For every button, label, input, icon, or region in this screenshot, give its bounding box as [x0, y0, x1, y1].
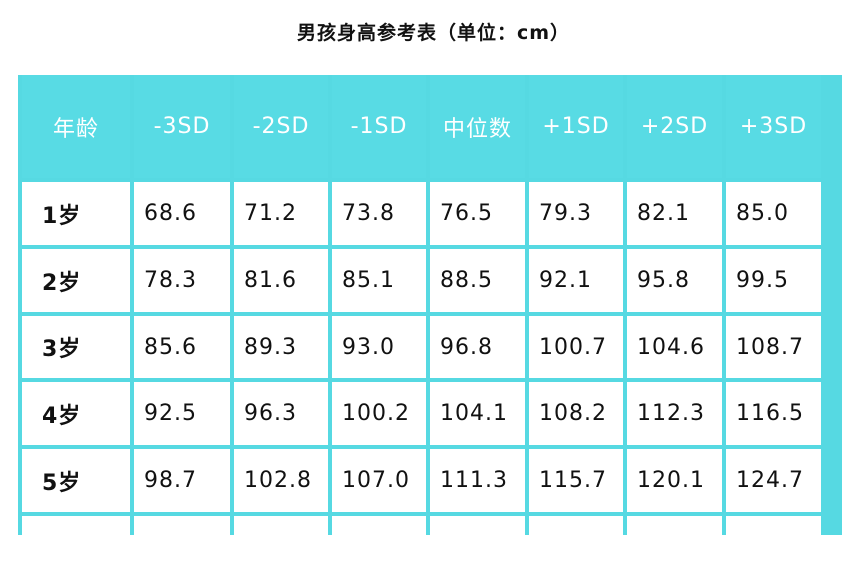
- value-cell: 81.6: [234, 249, 328, 312]
- value-cell: 95.8: [627, 249, 722, 312]
- value-cell: 93.0: [332, 316, 426, 378]
- value-cell: 115.7: [529, 449, 623, 512]
- cut-off-cell: [22, 516, 130, 579]
- value-cell: 96.3: [234, 382, 328, 445]
- column-header: 中位数: [430, 75, 525, 178]
- age-cell: 4岁: [22, 382, 130, 445]
- age-cell: 1岁: [22, 182, 130, 245]
- value-cell: 96.8: [430, 316, 525, 378]
- value-cell: 92.1: [529, 249, 623, 312]
- value-cell: 85.0: [726, 182, 821, 245]
- value-cell: 73.8: [332, 182, 426, 245]
- value-cell: 89.3: [234, 316, 328, 378]
- column-header: +1SD: [529, 75, 623, 178]
- cut-off-cell: [430, 516, 525, 579]
- column-header: +3SD: [726, 75, 821, 178]
- value-cell: 108.7: [726, 316, 821, 378]
- cut-off-cell: [529, 516, 623, 579]
- column-header: -3SD: [134, 75, 230, 178]
- age-cell: 2岁: [22, 249, 130, 312]
- value-cell: 107.0: [332, 449, 426, 512]
- column-header: -2SD: [234, 75, 328, 178]
- value-cell: 85.6: [134, 316, 230, 378]
- value-cell: 112.3: [627, 382, 722, 445]
- height-reference-table: 年龄 -3SD -2SD -1SD 中位数 +1SD +2SD +3SD 1岁 68.6 71.2 7…: [18, 75, 842, 579]
- value-cell: 71.2: [234, 182, 328, 245]
- value-cell: 68.6: [134, 182, 230, 245]
- cut-off-cell: [726, 516, 821, 579]
- column-header: +2SD: [627, 75, 722, 178]
- value-cell: 102.8: [234, 449, 328, 512]
- value-cell: 108.2: [529, 382, 623, 445]
- value-cell: 116.5: [726, 382, 821, 445]
- value-cell: 88.5: [430, 249, 525, 312]
- age-cell: 5岁: [22, 449, 130, 512]
- value-cell: 76.5: [430, 182, 525, 245]
- cut-off-cell: [627, 516, 722, 579]
- value-cell: 124.7: [726, 449, 821, 512]
- cut-off-cell: [332, 516, 426, 579]
- table-title: 男孩身高参考表（单位：cm）: [296, 22, 571, 44]
- value-cell: 120.1: [627, 449, 722, 512]
- cut-off-cell: [134, 516, 230, 579]
- value-cell: 82.1: [627, 182, 722, 245]
- column-header: -1SD: [332, 75, 426, 178]
- column-header: 年龄: [22, 75, 130, 178]
- cut-off-cell: [234, 516, 328, 579]
- value-cell: 104.6: [627, 316, 722, 378]
- value-cell: 79.3: [529, 182, 623, 245]
- value-cell: 111.3: [430, 449, 525, 512]
- value-cell: 104.1: [430, 382, 525, 445]
- value-cell: 98.7: [134, 449, 230, 512]
- age-cell: 3岁: [22, 316, 130, 378]
- value-cell: 99.5: [726, 249, 821, 312]
- value-cell: 100.7: [529, 316, 623, 378]
- value-cell: 85.1: [332, 249, 426, 312]
- value-cell: 92.5: [134, 382, 230, 445]
- value-cell: 78.3: [134, 249, 230, 312]
- value-cell: 100.2: [332, 382, 426, 445]
